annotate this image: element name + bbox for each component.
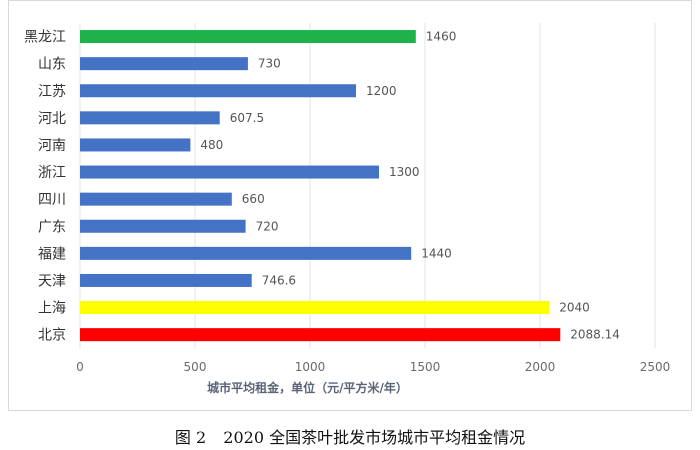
data-label: 2040	[559, 301, 590, 315]
y-tick-label: 江苏	[38, 84, 66, 100]
data-label: 1440	[421, 246, 452, 260]
y-tick-label: 浙江	[38, 165, 66, 181]
data-label: 1200	[366, 84, 397, 98]
data-label: 607.5	[230, 111, 264, 125]
x-tick-label: 1000	[295, 360, 326, 374]
figure-caption: 图 2 2020 全国茶叶批发市场城市平均租金情况	[0, 424, 700, 448]
data-label: 1460	[426, 30, 457, 44]
bar-chart: 0 500 1000 1500 2000 2500 黑龙江 1460 山东 730 江苏 1200 河北…	[24, 23, 671, 395]
data-label: 746.6	[262, 273, 296, 287]
y-tick-label: 上海	[38, 301, 66, 317]
bar	[80, 328, 561, 342]
data-label: 660	[242, 192, 265, 206]
data-label: 730	[258, 57, 281, 71]
bar	[80, 192, 232, 206]
data-label: 1300	[389, 165, 420, 179]
y-tick-label: 北京	[38, 328, 66, 344]
x-tick-label: 1500	[410, 360, 441, 374]
bar	[80, 30, 416, 44]
figure-title: 2020 全国茶叶批发市场城市平均租金情况	[223, 428, 526, 447]
x-tick-label: 2000	[525, 360, 556, 374]
bar	[80, 84, 356, 98]
bar	[80, 111, 220, 125]
bar	[80, 57, 248, 71]
data-label: 480	[200, 138, 223, 152]
bar	[80, 219, 246, 233]
x-tick-label: 0	[76, 360, 84, 374]
y-tick-label: 河南	[38, 138, 66, 154]
bar	[80, 273, 252, 287]
y-tick-label: 天津	[38, 273, 66, 289]
x-axis-title: 城市平均租金，单位（元/平方米/年）	[207, 380, 408, 395]
y-tick-label: 山东	[38, 57, 66, 73]
data-label: 720	[256, 219, 279, 233]
y-tick-label: 黑龙江	[24, 30, 66, 46]
bar	[80, 138, 191, 152]
bar	[80, 301, 550, 315]
y-tick-label: 广东	[38, 219, 66, 235]
x-tick-label: 500	[184, 360, 207, 374]
figure-number: 图 2	[174, 428, 207, 447]
chart-frame	[8, 0, 692, 411]
bar	[80, 246, 412, 260]
y-tick-label: 福建	[38, 246, 66, 262]
y-tick-label: 四川	[38, 192, 66, 208]
y-tick-label: 河北	[38, 111, 66, 127]
bar	[80, 165, 379, 179]
data-label: 2088.14	[570, 328, 620, 342]
x-tick-label: 2500	[640, 360, 671, 374]
